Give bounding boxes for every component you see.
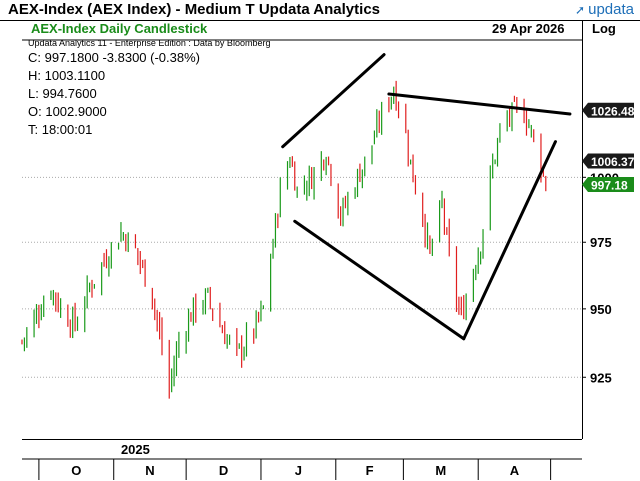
data-source-label: Updata Analytics 11 - Enterprise Edition… [28,38,271,48]
axis-layer: 9259509751000ONDJFMA2025 [22,170,619,480]
candles [21,80,547,399]
updata-logo-text: updata [588,1,634,18]
updata-logo: ➚ updata [575,1,634,18]
window-title: AEX-Index (AEX Index) - Medium T Updata … [8,1,380,18]
candle-layer [21,80,547,399]
low-readout: L: 994.7600 [28,86,97,101]
x-month-label: A [510,463,520,478]
price-tag-label: 997.18 [591,179,628,193]
price-tag [582,177,634,193]
open-readout: O: 1002.9000 [28,104,107,119]
chart-plot-area[interactable] [22,21,583,439]
time-readout: T: 18:00:01 [28,122,93,137]
x-axis-panel [22,439,582,481]
info-panel: Updata Analytics 11 - Enterprise Edition… [28,38,270,139]
x-month-label: D [219,463,228,478]
price-tag-label: 1006.37 [591,155,635,169]
title-bar: AEX-Index (AEX Index) - Medium T Updata … [0,0,640,21]
chart-date: 29 Apr 2026 [492,21,565,36]
price-tag [582,153,634,169]
price-tag-layer: 1026.48 1006.37 997.18 [582,102,635,193]
trendline-lower-falling [293,219,466,341]
trendline-layer[interactable] [281,53,572,341]
y-tick-label: 950 [590,302,612,317]
chart-title: AEX-Index Daily Candlestick [31,21,208,36]
trendline-lower-rising [462,140,557,341]
x-year-label: 2025 [121,442,150,457]
trendline-upper-rising [281,53,386,149]
y-tick-label: 925 [590,370,612,385]
close-readout: C: 997.1800 -3.8300 (-0.38%) [28,50,200,65]
log-scale-button[interactable]: Log [592,21,616,36]
high-readout: H: 1003.1100 [28,68,106,83]
price-tag-label: 1026.48 [591,104,635,118]
grid-layer [22,176,582,378]
x-month-label: M [435,463,446,478]
updata-logo-icon: ➚ [575,3,586,17]
price-tag [582,102,634,118]
x-month-label: J [295,463,302,478]
x-month-label: F [366,463,374,478]
x-month-label: O [71,463,81,478]
y-tick-label: 975 [590,235,612,250]
x-month-label: N [145,463,154,478]
trendline-upper-falling [387,92,572,116]
